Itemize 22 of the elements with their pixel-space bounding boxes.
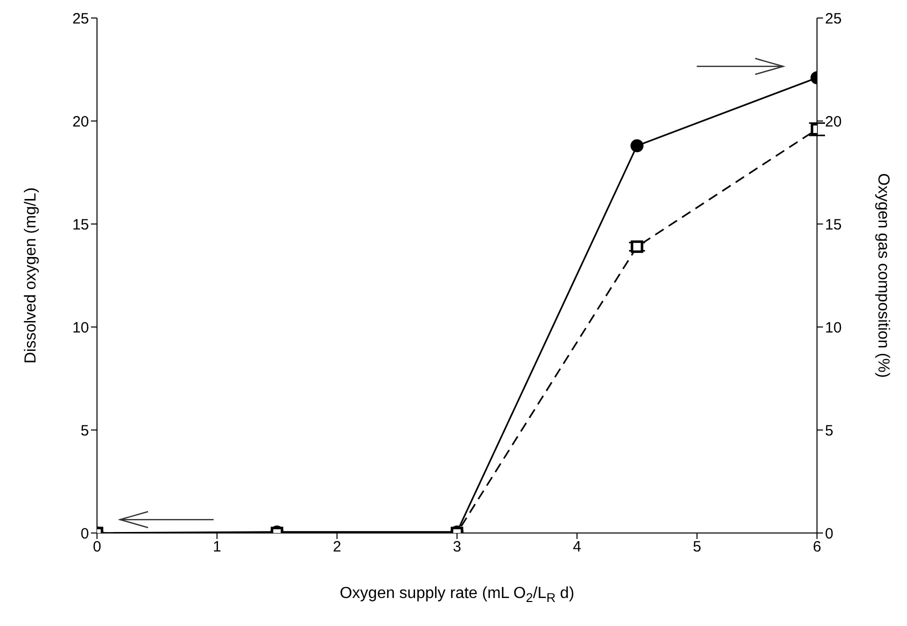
x-axis-title: Oxygen supply rate (mL O$_{2}$/L$_{R}$ d) xyxy=(340,585,574,605)
y-tick-label: 5 xyxy=(80,422,89,440)
x-tick-label: 1 xyxy=(212,538,222,556)
y2-tick-label: 0 xyxy=(825,525,834,542)
x-tick-label: 2 xyxy=(332,538,342,556)
y2-tick-label: 15 xyxy=(825,216,842,234)
y2-tick-label: 10 xyxy=(825,319,842,336)
y-tick-label: 15 xyxy=(72,216,89,234)
x-tick-label: 0 xyxy=(92,538,102,556)
y-tick-label: 25 xyxy=(72,10,89,28)
y-axis-title: Dissolved oxygen (mg/L) xyxy=(22,187,40,364)
x-tick-label: 4 xyxy=(572,538,582,556)
y-tick-label: 0 xyxy=(80,525,89,542)
y2-tick-label: 20 xyxy=(825,113,842,130)
y2-tick-label: 5 xyxy=(825,422,834,440)
y-tick-label: 20 xyxy=(72,113,89,130)
y2-tick-label: 25 xyxy=(825,10,842,28)
y2-axis-title: Oxygen gas composition (%) xyxy=(874,173,892,378)
x-tick-label: 6 xyxy=(812,538,822,556)
x-tick-label: 5 xyxy=(692,538,702,556)
x-tick-label: 3 xyxy=(452,538,462,556)
y-tick-label: 10 xyxy=(72,319,89,336)
